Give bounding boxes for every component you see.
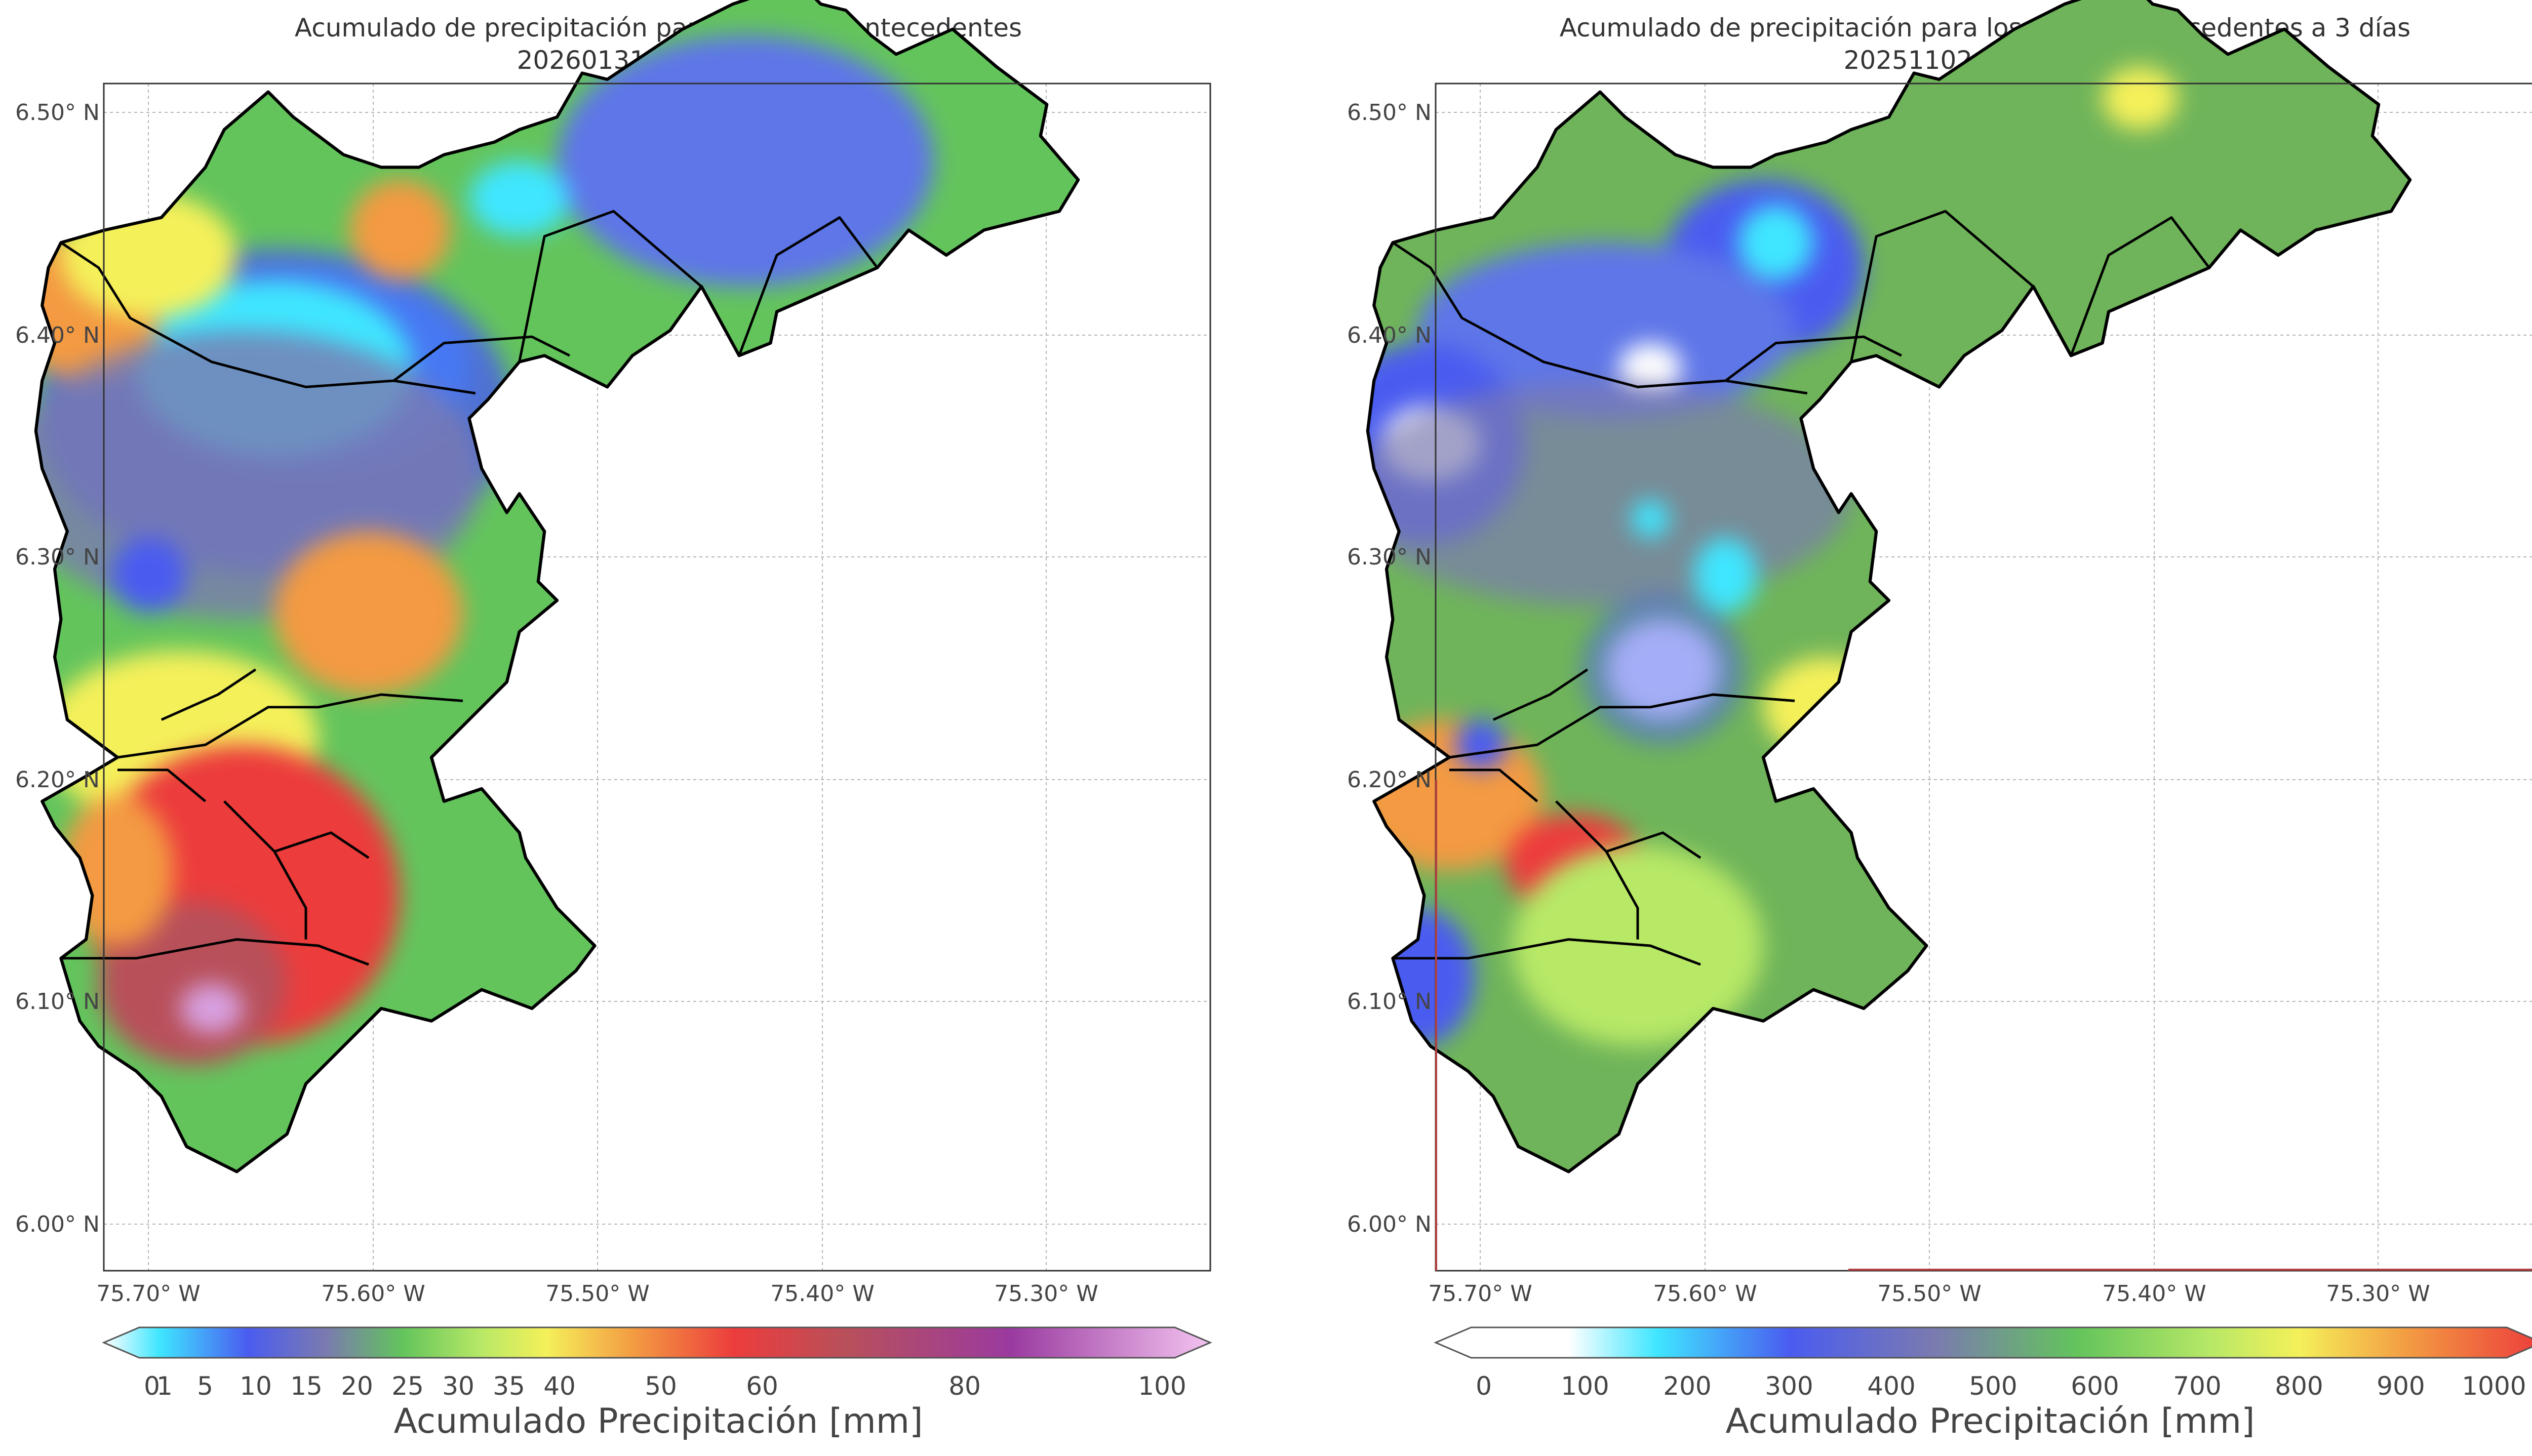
colorbar-tick: 15 xyxy=(290,1371,323,1401)
colorbar-tick: 400 xyxy=(1867,1371,1915,1401)
lat-tick-label: 6.40° N xyxy=(15,322,100,348)
panel-left-lat-ticks: 6.50° N 6.40° N 6.30° N 6.20° N 6.10° N … xyxy=(15,100,100,1237)
lat-tick-label: 6.30° N xyxy=(15,544,100,570)
lat-tick-label: 6.00° N xyxy=(15,1211,100,1237)
lat-tick-label: 6.40° N xyxy=(1347,322,1432,348)
panel-left-title-line1: Acumulado de precipitación para los 3 dí… xyxy=(295,13,1022,43)
colorbar-tick: 50 xyxy=(645,1371,677,1401)
lon-tick-label: 75.30° W xyxy=(2326,1281,2430,1307)
panel-right-colorbar: 0 100 200 300 400 500 600 700 800 900 10… xyxy=(1434,1326,2532,1441)
colorbar-tick: 0 xyxy=(144,1371,160,1401)
colorbar-tick: 0 xyxy=(1476,1371,1492,1401)
colorbar-tick: 60 xyxy=(746,1371,778,1401)
lon-tick-label: 75.60° W xyxy=(321,1281,425,1307)
colorbar-tick: 900 xyxy=(2377,1371,2425,1401)
panel-left-frame xyxy=(103,83,1211,1272)
colorbar-tick: 20 xyxy=(341,1371,373,1401)
lat-tick-label: 6.50° N xyxy=(1347,100,1432,126)
lat-tick-label: 6.10° N xyxy=(1347,989,1432,1015)
lon-tick-label: 75.50° W xyxy=(545,1281,649,1307)
lon-tick-label: 75.60° W xyxy=(1653,1281,1757,1307)
colorbar-tick: 300 xyxy=(1765,1371,1813,1401)
panel-left-lon-ticks: 75.70° W 75.60° W 75.50° W 75.40° W 75.3… xyxy=(96,1281,1098,1307)
colorbar-tick: 700 xyxy=(2173,1371,2221,1401)
colorbar-tick: 100 xyxy=(1138,1371,1186,1401)
colorbar-label: Acumulado Precipitación [mm] xyxy=(393,1401,923,1441)
lat-tick-label: 6.30° N xyxy=(1347,544,1432,570)
lon-tick-label: 75.30° W xyxy=(994,1281,1098,1307)
colorbar-tick: 25 xyxy=(391,1371,424,1401)
panel-left-colorbar: 0 1 5 10 15 20 25 30 35 40 50 60 80 100 … xyxy=(102,1326,1212,1441)
lat-tick-label: 6.20° N xyxy=(15,767,100,793)
colorbar-tick: 35 xyxy=(493,1371,525,1401)
colorbar-tick: 1 xyxy=(156,1371,173,1401)
colorbar-tick: 1000 xyxy=(2462,1371,2526,1401)
colorbar-label: Acumulado Precipitación [mm] xyxy=(1725,1401,2254,1441)
colorbar-tick: 10 xyxy=(240,1371,272,1401)
colorbar-tick: 30 xyxy=(442,1371,474,1401)
panel-left-precip-field xyxy=(0,0,1248,1197)
lat-tick-label: 6.10° N xyxy=(15,989,100,1015)
lat-tick-label: 6.00° N xyxy=(1347,1211,1432,1237)
colorbar-tick: 800 xyxy=(2275,1371,2323,1401)
lat-tick-label: 6.50° N xyxy=(15,100,100,126)
panel-right-map: Acumulado de precipitación para los 90 d… xyxy=(1324,0,2532,1441)
lon-tick-label: 75.50° W xyxy=(1877,1281,1981,1307)
lon-tick-label: 75.40° W xyxy=(770,1281,874,1307)
panel-right-lat-ticks: 6.50° N 6.40° N 6.30° N 6.20° N 6.10° N … xyxy=(1347,100,1432,1237)
colorbar-tick: 600 xyxy=(2071,1371,2119,1401)
colorbar-tick: 40 xyxy=(543,1371,576,1401)
panel-right-precip-field xyxy=(1324,0,2532,1197)
lon-tick-label: 75.70° W xyxy=(96,1281,200,1307)
colorbar-tick: 200 xyxy=(1663,1371,1711,1401)
colorbar-tick: 100 xyxy=(1561,1371,1609,1401)
colorbar-tick: 5 xyxy=(197,1371,213,1401)
colorbar-tick: 500 xyxy=(1969,1371,2017,1401)
colorbar-tick: 80 xyxy=(948,1371,981,1401)
panel-left-map: Acumulado de precipitación para los 3 dí… xyxy=(0,0,1248,1441)
lat-tick-label: 6.20° N xyxy=(1347,767,1432,793)
panel-right-lon-ticks: 75.70° W 75.60° W 75.50° W 75.40° W 75.3… xyxy=(1428,1281,2430,1307)
lon-tick-label: 75.70° W xyxy=(1428,1281,1532,1307)
lon-tick-label: 75.40° W xyxy=(2102,1281,2206,1307)
